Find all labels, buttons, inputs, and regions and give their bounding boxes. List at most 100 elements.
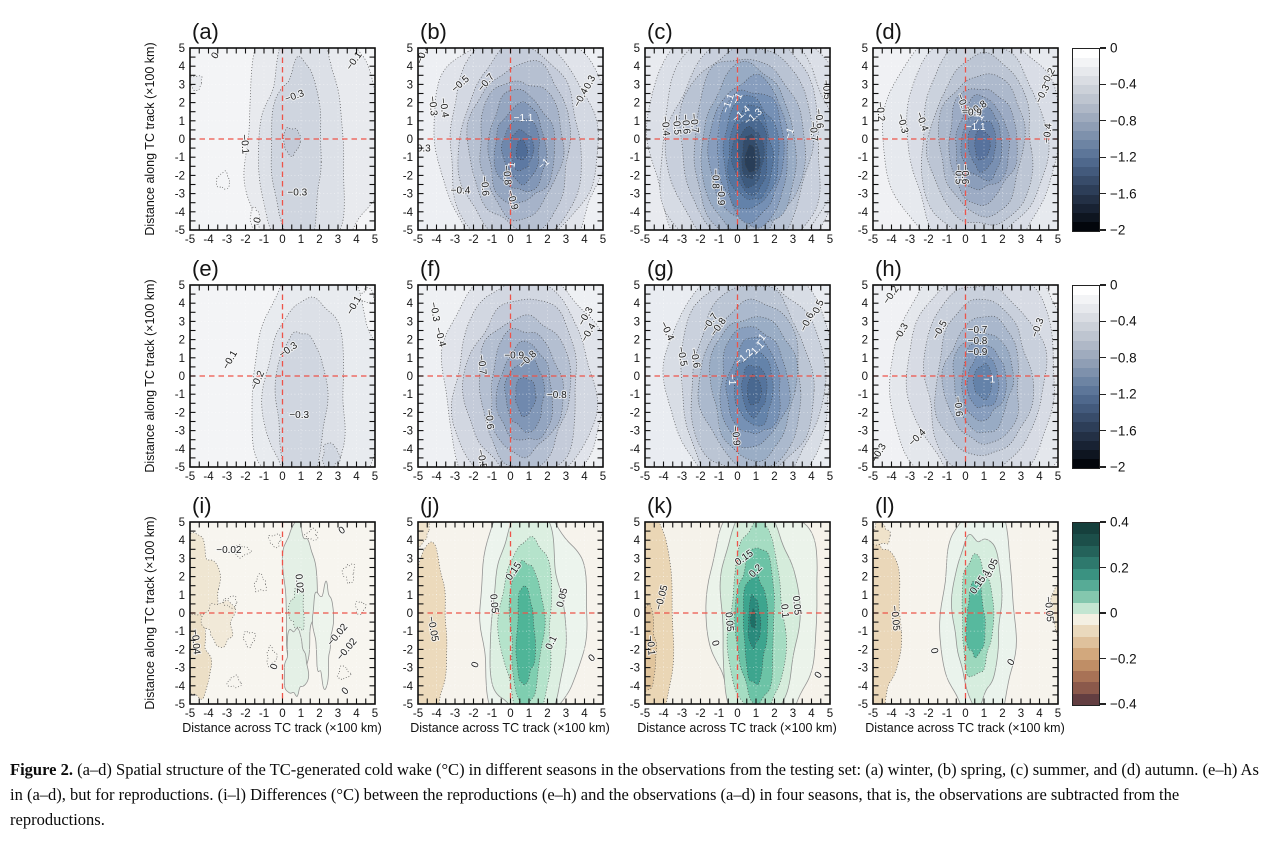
y-tick-label: 1 (634, 116, 640, 128)
x-tick-label: -5 (185, 234, 195, 246)
contour-label: −0.9 (715, 186, 726, 206)
y-tick-label: 2 (862, 98, 868, 110)
colorbar-tick (1100, 429, 1106, 432)
panel-j: −0.05 0 0.05 0.15 0.05 0.1 0 -5 -5 -4 -4 -3 -3 -2 -2 -1… (382, 492, 609, 727)
x-tick-label: -5 (185, 471, 195, 483)
colorbar-tick (1100, 566, 1106, 569)
plot-frame (189, 284, 376, 468)
colorbar-segment (1073, 670, 1099, 683)
x-tick-label: -5 (868, 234, 878, 246)
contour-label: −0.9 (504, 351, 524, 362)
colorbar-segment (1073, 58, 1099, 68)
y-tick-label: 0 (407, 608, 413, 620)
y-tick-label: 0 (634, 371, 640, 383)
x-tick-label: 2 (544, 708, 550, 720)
colorbar-segment (1073, 404, 1099, 414)
y-tick-label: 2 (634, 572, 640, 584)
x-tick-label: 2 (544, 471, 550, 483)
contour-label: −0.3 (411, 144, 431, 155)
y-tick-label: 1 (407, 116, 413, 128)
y-tick-label: -4 (858, 444, 869, 456)
y-tick-label: -4 (175, 444, 186, 456)
x-tick-label: 2 (999, 471, 1005, 483)
contour-label: 0 (709, 639, 721, 648)
x-tick-label: 1 (753, 234, 759, 246)
contour-region (311, 580, 335, 690)
y-tick-label: -2 (630, 170, 640, 182)
y-tick-label: 2 (407, 98, 413, 110)
y-tick-label: -5 (403, 699, 413, 711)
x-tick-label: 5 (827, 471, 833, 483)
y-tick-label: -3 (175, 189, 185, 201)
y-tick-label: 0 (862, 134, 868, 146)
colorbar-segment (1073, 67, 1099, 77)
contour-label: −1.1 (966, 122, 986, 133)
colorbar-bar (1072, 285, 1100, 469)
contour-label: 0 (252, 216, 264, 225)
x-tick-label: 0 (734, 708, 740, 720)
y-tick-label: -1 (858, 626, 868, 638)
panel-b-contours: −0.2−0.3−0.4−0.5 −0.7 −0.3−0.4−1.1−1 −1−0.8… (411, 48, 603, 230)
contour-region (274, 331, 329, 467)
colorbar-tick (1100, 320, 1106, 323)
x-tick-label: -4 (203, 234, 214, 246)
panel-d: −0.2 −0.3 −0.4 −0.7 −0.8 −0.9 −1.1 −1 −0.2 −0.3 −0… (837, 18, 1064, 253)
y-tick-label: -2 (403, 407, 413, 419)
x-tick-label: -5 (640, 471, 650, 483)
panel-letter: (f) (420, 256, 441, 281)
x-tick-label: 4 (581, 471, 588, 483)
y-tick-label: -5 (630, 462, 640, 474)
contour-label: −0.6 (478, 176, 491, 197)
x-tick-label: 0 (279, 471, 285, 483)
y-tick-label: -1 (403, 389, 413, 401)
colorbar-tick (1100, 120, 1106, 122)
x-tick-label: -2 (695, 471, 705, 483)
colorbar-segment (1073, 304, 1099, 314)
x-tick-label: 5 (600, 708, 606, 720)
y-tick-label: -4 (858, 207, 869, 219)
x-tick-label: 4 (581, 708, 588, 720)
panel-f-contours: −0.3−0.4−0.7 −0.9−0.8−0.3−0.4−0.8−0.6−0.5 (418, 285, 603, 471)
y-tick-label: 1 (634, 353, 640, 365)
colorbar-tick-label: −2 (1110, 222, 1126, 238)
colorbar-segment (1073, 313, 1099, 323)
x-tick-label: -4 (886, 708, 897, 720)
contour-label: −0.3 (426, 96, 439, 117)
colorbar-segment (1073, 340, 1099, 350)
y-tick-label: 4 (634, 535, 641, 547)
x-tick-label: 5 (1055, 708, 1061, 720)
y-tick-label: 4 (862, 535, 869, 547)
panel-d-plot: −0.2−0.3 −0.4−0.7−0.8−0.9−1.1−1−0.2−0.3−0… (858, 19, 1061, 246)
colorbar-segment (1073, 139, 1099, 150)
y-tick-label: 0 (179, 371, 185, 383)
colorbar-segment (1073, 221, 1099, 231)
colorbar-segment (1073, 295, 1099, 305)
y-tick-label: -4 (403, 681, 414, 693)
contour-region (253, 572, 267, 593)
x-tick-label: 2 (771, 234, 777, 246)
x-tick-label: 5 (372, 471, 378, 483)
panel-a-axes: 0 −0.1−0.3−0.1−0.30 (189, 47, 376, 231)
contour-region (873, 522, 891, 546)
contour-label: −0.9 (962, 107, 982, 118)
panel-letter: (i) (192, 493, 212, 518)
contour-label: −0.8 (710, 169, 721, 189)
y-tick-label: -2 (858, 407, 868, 419)
colorbar-segment (1073, 648, 1099, 660)
x-tick-label: -4 (203, 471, 214, 483)
contour-label: −0.5 (474, 449, 488, 471)
y-tick-label: -5 (175, 699, 185, 711)
x-tick-label: -3 (222, 708, 232, 720)
x-tick-label: -5 (413, 234, 423, 246)
y-tick-label: 3 (179, 553, 185, 565)
y-tick-label: 5 (179, 517, 185, 529)
panel-letter: (g) (647, 256, 674, 281)
y-tick-label: 2 (634, 335, 640, 347)
colorbar-tick (1100, 47, 1106, 49)
y-tick-label: 4 (407, 61, 414, 73)
panel-h: −0.2 −0.3 −0.5 −0.7 −0.8 −0.9 −0.3 −0.6 −0.4 −0.3… (837, 255, 1064, 490)
y-tick-label: -4 (175, 207, 186, 219)
contour-label: −1 (726, 374, 737, 386)
